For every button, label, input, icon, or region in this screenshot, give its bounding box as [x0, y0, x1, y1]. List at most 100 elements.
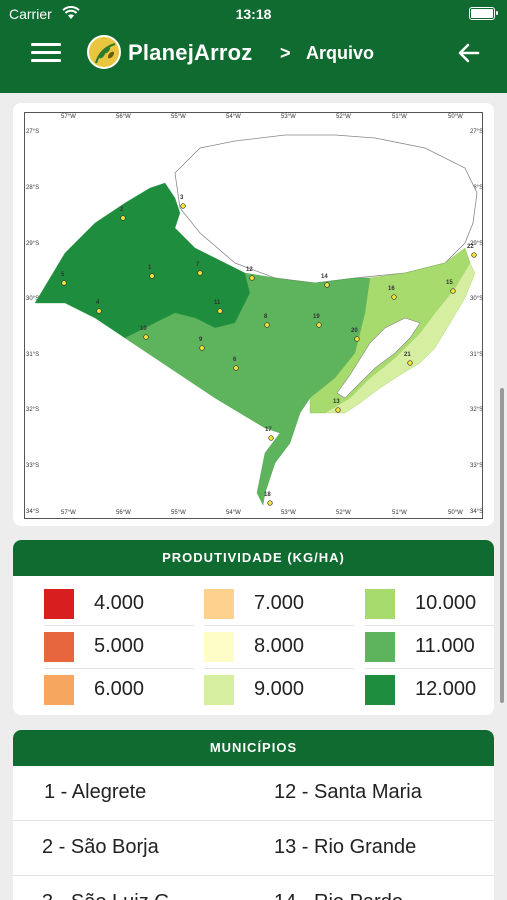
state-map-svg	[34, 134, 478, 506]
status-bar: Carrier 13:18	[0, 0, 507, 28]
legend-label: 8.000	[254, 635, 305, 657]
municipio-name: 1 - Alegrete	[44, 781, 147, 803]
municipio-name: 12 - Santa Maria	[274, 781, 422, 803]
lon-tick: 53°W	[281, 114, 296, 120]
city-label: 6	[233, 357, 237, 363]
city-label: 19	[313, 314, 320, 320]
municipios-card: MUNICÍPIOS 1 - Alegrete 12 - Santa Maria…	[13, 730, 494, 900]
list-item: 2 - São Borja 13 - Rio Grande	[13, 821, 494, 876]
lat-tick: 33°S	[26, 463, 40, 469]
municipio-name: 14 - Rio Pardo	[274, 891, 403, 900]
lon-tick: 51°W	[392, 114, 407, 120]
lon-tick: 51°W	[392, 510, 407, 516]
legend-label: 10.000	[415, 592, 477, 614]
city-label: 4	[96, 300, 100, 306]
legend-swatch	[365, 632, 395, 662]
legend-title: PRODUTIVIDADE (KG/HA)	[13, 540, 494, 576]
legend-label: 4.000	[94, 592, 145, 614]
city-label: 2	[120, 207, 124, 213]
city-label: 8	[264, 314, 268, 320]
city-points	[61, 203, 477, 506]
lon-tick: 56°W	[116, 114, 131, 120]
scrollbar[interactable]	[500, 388, 504, 703]
legend-label: 7.000	[254, 592, 305, 614]
legend-label: 6.000	[94, 678, 145, 700]
city-label: 18	[264, 492, 271, 498]
list-item: 3 - São Luiz G. 14 - Rio Pardo	[13, 876, 494, 900]
legend-label: 9.000	[254, 678, 305, 700]
lat-tick: 34°S	[470, 509, 484, 515]
legend-item: 8.000	[204, 627, 354, 669]
lon-tick: 50°W	[448, 114, 463, 120]
map-card: 57°W 56°W 55°W 54°W 53°W 52°W 51°W 50°W …	[13, 103, 494, 526]
city-label: 9	[199, 337, 203, 343]
city-label: 5	[61, 272, 65, 278]
menu-icon[interactable]	[31, 43, 61, 63]
app-logo	[87, 35, 121, 69]
list-item: 1 - Alegrete 12 - Santa Maria	[13, 766, 494, 821]
legend-item: 4.000	[44, 584, 194, 626]
lat-tick: 28°S	[26, 185, 40, 191]
lon-tick: 54°W	[226, 510, 241, 516]
page-title: Arquivo	[306, 43, 375, 63]
back-arrow-icon[interactable]	[457, 41, 481, 65]
lat-tick: 29°S	[470, 241, 484, 247]
legend-swatch	[365, 589, 395, 619]
city-label: 14	[321, 274, 328, 280]
lon-tick: 52°W	[336, 114, 351, 120]
lat-tick: 29°S	[26, 241, 40, 247]
city-label: 13	[333, 399, 340, 405]
app-header: Carrier 13:18 PlanejArroz > Arquivo	[0, 0, 507, 93]
lat-tick: 33°S	[470, 463, 484, 469]
carrier-label: Carrier	[9, 6, 52, 22]
lon-tick: 57°W	[61, 114, 76, 120]
app-name: PlanejArroz	[128, 40, 253, 65]
legend-label: 5.000	[94, 635, 145, 657]
municipio-name: 13 - Rio Grande	[274, 836, 417, 858]
lon-tick: 50°W	[448, 510, 463, 516]
legend-swatch	[44, 675, 74, 705]
legend-item: 12.000	[365, 670, 494, 712]
city-label: 11	[214, 300, 221, 306]
city-label: 16	[388, 286, 395, 292]
legend-swatch	[204, 632, 234, 662]
clock: 13:18	[235, 6, 272, 22]
lon-tick: 56°W	[116, 510, 131, 516]
legend-label: 12.000	[415, 678, 477, 700]
lat-tick: 30°S	[470, 296, 484, 302]
battery-icon	[469, 7, 498, 20]
legend-item: 7.000	[204, 584, 354, 626]
legend-item: 10.000	[365, 584, 494, 626]
city-label: 20	[351, 328, 358, 334]
nav-bar: PlanejArroz > Arquivo	[0, 32, 507, 76]
city-label: 22	[467, 244, 474, 250]
city-label: 12	[246, 267, 253, 273]
lat-tick: 32°S	[26, 407, 40, 413]
lon-tick: 52°W	[336, 510, 351, 516]
legend-swatch	[204, 675, 234, 705]
municipio-name: 2 - São Borja	[42, 836, 159, 858]
lat-tick: 30°S	[26, 296, 40, 302]
legend-label: 11.000	[415, 635, 475, 657]
lon-tick: 55°W	[171, 510, 186, 516]
productivity-map[interactable]: 57°W 56°W 55°W 54°W 53°W 52°W 51°W 50°W …	[24, 112, 483, 519]
city-label: 3	[180, 195, 184, 201]
legend-item: 11.000	[365, 627, 494, 669]
municipio-name: 3 - São Luiz G.	[42, 891, 175, 900]
lon-tick: 53°W	[281, 510, 296, 516]
city-label: 15	[446, 280, 453, 286]
legend-card: PRODUTIVIDADE (KG/HA) 4.000 5.000 6.000 …	[13, 540, 494, 715]
legend-swatch	[365, 675, 395, 705]
legend-item: 9.000	[204, 670, 354, 712]
municipios-title: MUNICÍPIOS	[13, 730, 494, 766]
legend-swatch	[44, 589, 74, 619]
lagoon	[336, 317, 421, 399]
legend-item: 6.000	[44, 670, 194, 712]
lat-tick: 34°S	[26, 509, 40, 515]
lat-tick: 27°S	[470, 129, 484, 135]
legend-swatch	[204, 589, 234, 619]
zone-9000	[324, 262, 476, 414]
city-label: 1	[148, 265, 152, 271]
lon-tick: 57°W	[61, 510, 76, 516]
legend-swatch	[44, 632, 74, 662]
